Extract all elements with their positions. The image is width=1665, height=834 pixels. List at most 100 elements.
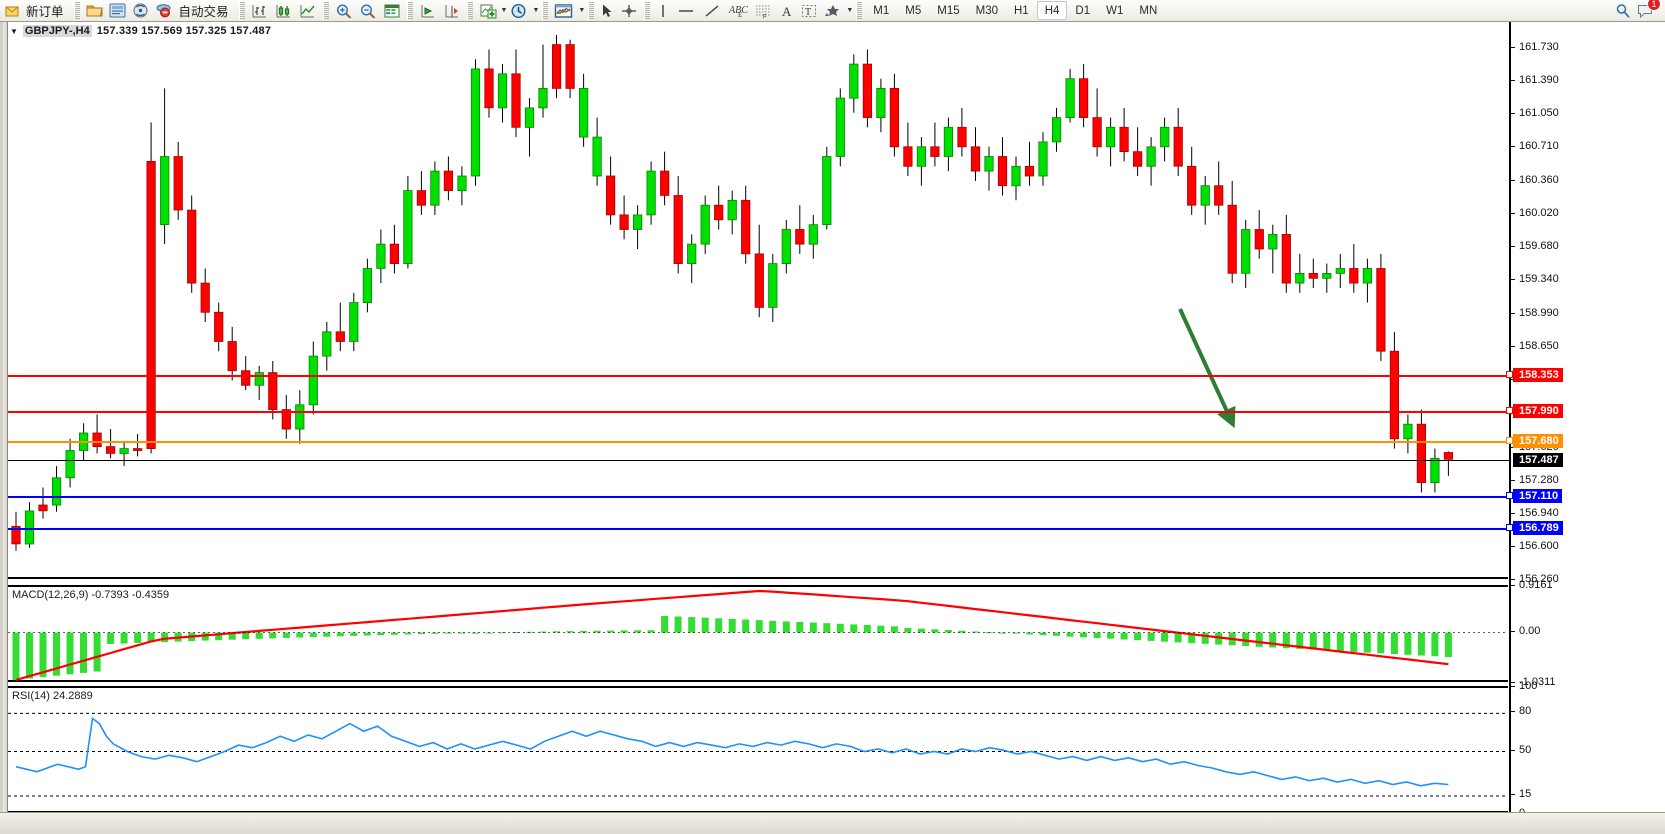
macd-label: MACD(12,26,9) -0.7393 -0.4359 bbox=[12, 589, 170, 601]
main-toolbar[interactable]: 新订单 自动交易 bbox=[0, 0, 1665, 22]
templates-icon[interactable] bbox=[551, 1, 577, 21]
shift-end-icon[interactable] bbox=[416, 1, 440, 21]
new-order-label: 新订单 bbox=[26, 5, 64, 19]
candlestick-chart-icon[interactable] bbox=[272, 1, 296, 21]
price-scale[interactable]: 161.730 161.390 161.050 160.710 160.360 160.0… bbox=[1506, 22, 1665, 834]
timeframe-m5[interactable]: M5 bbox=[905, 4, 922, 17]
toolbar-separator bbox=[588, 1, 595, 20]
status-bar bbox=[0, 812, 1665, 834]
bar-chart-icon[interactable] bbox=[248, 1, 272, 21]
timeframe-h4[interactable]: H4 bbox=[1036, 1, 1068, 20]
chevron-down-icon[interactable]: ▼ bbox=[846, 7, 854, 14]
cursor-icon[interactable] bbox=[597, 1, 617, 21]
crosshair-icon[interactable] bbox=[617, 1, 641, 21]
chat-button[interactable]: 1 bbox=[1634, 0, 1661, 21]
macd-tick: 0.00 bbox=[1511, 625, 1540, 637]
timeframe-m30[interactable]: M30 bbox=[975, 4, 998, 17]
candlestick-series bbox=[11, 34, 1453, 551]
price-tick: 161.050 bbox=[1511, 107, 1559, 119]
timeframe-d1[interactable]: D1 bbox=[1075, 4, 1091, 17]
price-tag-support-2[interactable]: 156.789 bbox=[1506, 520, 1563, 535]
line-chart-icon[interactable] bbox=[296, 1, 320, 21]
toolbar-separator bbox=[238, 1, 245, 20]
text-icon[interactable]: A bbox=[777, 1, 797, 21]
label-icon[interactable]: T bbox=[797, 1, 821, 21]
macd-series bbox=[8, 589, 1508, 682]
chat-badge: 1 bbox=[1647, 0, 1661, 11]
folder-icon[interactable] bbox=[83, 1, 106, 21]
zoom-out-icon[interactable] bbox=[356, 1, 380, 21]
vline-icon[interactable] bbox=[653, 1, 673, 21]
price-tick: 160.020 bbox=[1511, 207, 1559, 219]
autotrade-icon bbox=[156, 4, 171, 18]
price-tag-last-price[interactable]: 157.487 bbox=[1513, 452, 1563, 467]
signal-icon[interactable] bbox=[129, 1, 152, 21]
macd-tick: 0.9161 bbox=[1511, 579, 1553, 591]
timeframe-m15[interactable]: M15 bbox=[937, 4, 960, 17]
level-handle[interactable] bbox=[1506, 371, 1513, 379]
level-line-support-1[interactable] bbox=[8, 496, 1509, 499]
hline-icon[interactable] bbox=[673, 1, 699, 21]
autoscroll-icon[interactable] bbox=[440, 1, 464, 21]
level-line-entry-level[interactable] bbox=[8, 440, 1509, 443]
level-handle[interactable] bbox=[1506, 436, 1513, 444]
new-order-button[interactable]: 新订单 bbox=[2, 1, 71, 21]
price-panel[interactable] bbox=[8, 30, 1509, 579]
timeframe-m1[interactable]: M1 bbox=[873, 4, 890, 17]
trendline-icon[interactable] bbox=[699, 1, 725, 21]
chevron-down-icon[interactable]: ▼ bbox=[578, 7, 586, 14]
level-line-resistance-1[interactable] bbox=[8, 410, 1509, 413]
level-line-resistance-2[interactable] bbox=[8, 375, 1509, 378]
indicators-add-icon[interactable] bbox=[476, 1, 500, 21]
price-tag-entry-level[interactable]: 157.680 bbox=[1506, 433, 1563, 448]
toolbar-separator bbox=[644, 1, 651, 20]
svg-text:A: A bbox=[782, 4, 792, 19]
price-tag-resistance-2[interactable]: 158.353 bbox=[1506, 368, 1563, 383]
price-tick: 160.360 bbox=[1511, 174, 1559, 186]
price-tick: 159.340 bbox=[1511, 273, 1559, 285]
rsi-tick: 15 bbox=[1511, 788, 1531, 800]
timeframe-mn[interactable]: MN bbox=[1139, 4, 1158, 17]
chart-menu-caret[interactable]: ▼ bbox=[10, 26, 18, 36]
search-icon[interactable] bbox=[1612, 1, 1634, 21]
shapes-icon[interactable] bbox=[821, 1, 845, 21]
toolbar-separator bbox=[406, 1, 413, 20]
chart-ohlc-values: 157.339 157.569 157.325 157.487 bbox=[96, 25, 272, 37]
rsi-label: RSI(14) 24.2889 bbox=[12, 690, 93, 702]
price-tag-resistance-1[interactable]: 157.990 bbox=[1506, 403, 1563, 418]
toolbar-separator bbox=[466, 1, 473, 20]
price-tick: 156.600 bbox=[1511, 540, 1559, 552]
timeframe-h1[interactable]: H1 bbox=[1014, 4, 1029, 17]
elliott-icon[interactable]: ABC E bbox=[725, 1, 751, 21]
price-tick: 157.280 bbox=[1511, 474, 1559, 486]
toolbar-separator bbox=[322, 1, 329, 20]
rsi-panel[interactable]: RSI(14) 24.2889 bbox=[8, 686, 1508, 813]
svg-text:ABC: ABC bbox=[728, 5, 748, 16]
period-clock-icon[interactable] bbox=[507, 1, 531, 21]
chart-symbol-label: GBPJPY-,H4 bbox=[22, 25, 92, 37]
level-handle[interactable] bbox=[1506, 523, 1513, 531]
level-line-support-2[interactable] bbox=[8, 527, 1509, 530]
level-handle[interactable] bbox=[1506, 406, 1513, 414]
chart-window[interactable]: ▼ GBPJPY-,H4 157.339 157.569 157.325 157… bbox=[0, 22, 1665, 834]
zoom-in-icon[interactable] bbox=[332, 1, 356, 21]
svg-text:T: T bbox=[805, 7, 811, 18]
chevron-down-icon[interactable]: ▼ bbox=[500, 7, 508, 14]
level-line-last-price[interactable] bbox=[8, 459, 1509, 461]
autotrade-button[interactable]: 自动交易 bbox=[152, 1, 236, 21]
rsi-tick: 50 bbox=[1511, 744, 1531, 756]
autotrade-label: 自动交易 bbox=[178, 5, 229, 19]
price-tick: 158.650 bbox=[1511, 340, 1559, 352]
timeframe-w1[interactable]: W1 bbox=[1106, 4, 1124, 17]
price-tag-support-1[interactable]: 157.110 bbox=[1506, 489, 1563, 504]
chart-header: ▼ GBPJPY-,H4 157.339 157.569 157.325 157… bbox=[10, 24, 271, 38]
price-tick: 158.990 bbox=[1511, 307, 1559, 319]
data-window-icon[interactable] bbox=[106, 1, 129, 21]
toolbar-separator bbox=[73, 1, 80, 20]
macd-panel[interactable]: MACD(12,26,9) -0.7393 -0.4359 bbox=[8, 585, 1508, 682]
timeframe-group[interactable]: M1 M5 M15 M30 H1 H4 D1 W1 MN bbox=[865, 1, 1165, 20]
chart-grid-icon[interactable] bbox=[380, 1, 404, 21]
chevron-down-icon[interactable]: ▼ bbox=[532, 7, 540, 14]
fibonacci-icon[interactable]: F bbox=[751, 1, 777, 21]
level-handle[interactable] bbox=[1506, 492, 1513, 500]
